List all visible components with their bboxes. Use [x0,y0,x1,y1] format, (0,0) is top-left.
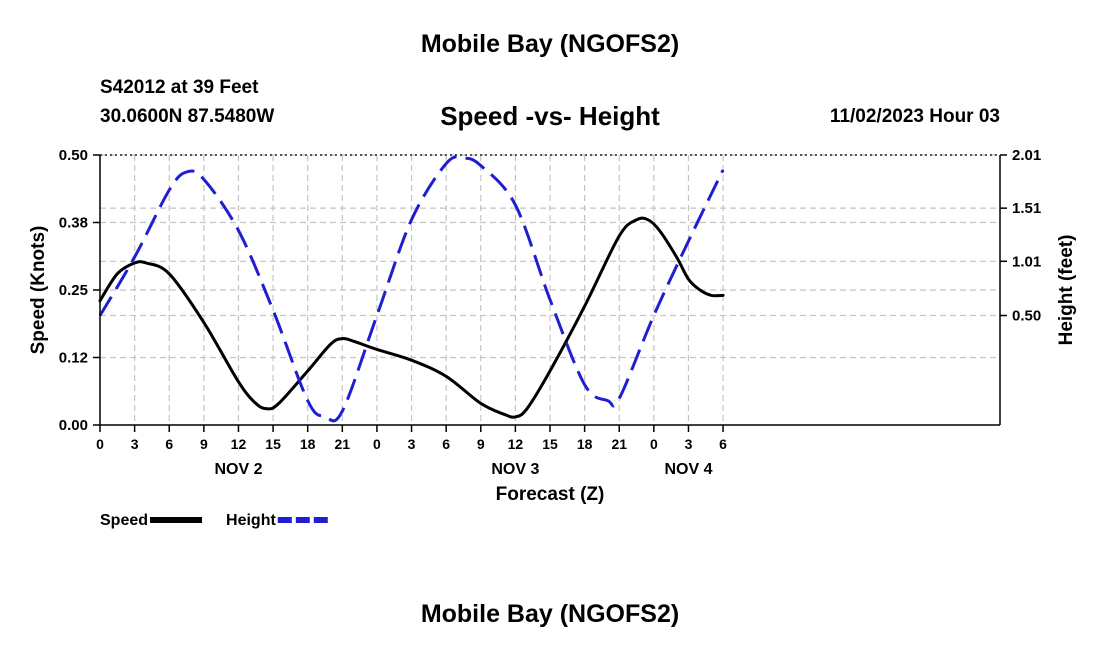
y-right-tick-label: 1.01 [1012,253,1041,270]
x-tick-label: 0 [96,436,104,452]
x-tick-label: 21 [335,436,351,452]
x-tick-label: 12 [508,436,524,452]
grid-lines [100,154,1000,425]
x-date-label: NOV 3 [491,461,539,478]
x-axis-title: Forecast (Z) [496,484,605,505]
page-title: Mobile Bay (NGOFS2) [420,30,680,58]
station-id: S42012 at 39 Feet [100,77,259,98]
x-tick-label: 6 [165,436,173,452]
footer-title: Mobile Bay (NGOFS2) [420,600,680,628]
tick-labels: 0 3 6 9 12 15 18 21 0 3 6 9 12 15 18 21 0 3 6 NOV 2 NOV 3 NOV… [59,147,1041,478]
x-tick-label: 12 [231,436,247,452]
x-date-label: NOV 4 [664,461,712,478]
x-tick-label: 15 [542,436,558,452]
y-left-tick-label: 0.12 [59,350,88,367]
y-right-tick-label: 0.50 [1012,308,1041,325]
series-line-speed [98,216,725,419]
y-axis-left-title: Speed (Knots) [28,226,49,355]
x-tick-label: 3 [685,436,693,452]
x-tick-label: 3 [408,436,416,452]
legend: Speed Height [100,512,330,529]
chart-title: Speed -vs- Height [440,101,660,131]
y-right-tick-label: 2.01 [1012,147,1041,164]
x-tick-label: 21 [611,436,627,452]
legend-label-height: Height [226,512,276,529]
y-left-tick-label: 0.25 [59,282,88,299]
x-tick-label: 9 [477,436,485,452]
series-line-height [98,155,725,423]
x-tick-label: 18 [300,436,316,452]
y-right-tick-label: 1.51 [1012,200,1041,217]
x-tick-label: 3 [131,436,139,452]
x-tick-label: 9 [200,436,208,452]
x-tick-label: 0 [373,436,381,452]
x-tick-label: 0 [650,436,658,452]
axes [93,154,1007,432]
forecast-time: 11/02/2023 Hour 03 [829,106,1000,127]
y-left-tick-label: 0.38 [59,215,88,232]
x-tick-label: 18 [577,436,593,452]
legend-label-speed: Speed [100,512,148,529]
x-tick-label: 6 [719,436,727,452]
series-lines [98,155,725,423]
y-left-tick-label: 0.00 [59,417,88,434]
y-left-tick-label: 0.50 [59,147,88,164]
y-axis-right-title: Height (feet) [1056,235,1077,346]
x-tick-label: 6 [442,436,450,452]
x-date-label: NOV 2 [214,461,262,478]
x-tick-label: 15 [265,436,281,452]
station-coordinates: 30.0600N 87.5480W [100,106,275,127]
